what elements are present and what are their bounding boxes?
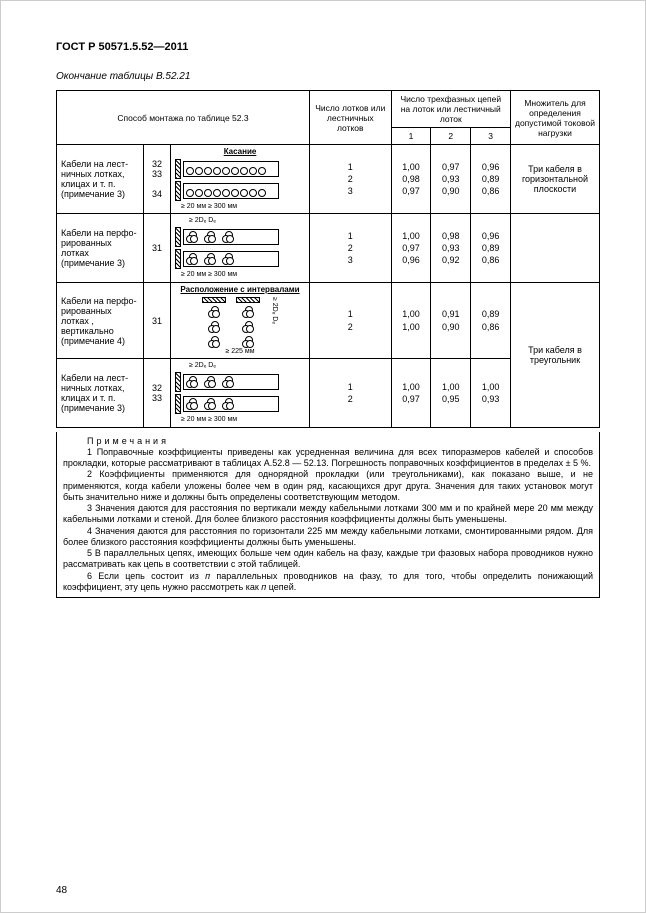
th-trays: Число лотков или лестничных лотков xyxy=(310,91,392,145)
diagram-dims: ≥ 20 мм ≥ 300 мм xyxy=(175,416,305,424)
note-1: 1 Поправочные коэффициенты приведены как… xyxy=(63,447,593,470)
tray-nums: 1 2 xyxy=(310,359,392,427)
th-1: 1 xyxy=(391,128,431,145)
page: ГОСТ Р 50571.5.52—2011 Окончание таблицы… xyxy=(0,0,646,913)
row-right: Три кабеля в горизонтальной плоскости xyxy=(511,145,600,214)
th-method: Способ монтажа по таблице 52.3 xyxy=(57,91,310,145)
main-table: Способ монтажа по таблице 52.3 Число лот… xyxy=(56,90,600,428)
diagram-dims: ≥ 20 мм ≥ 300 мм xyxy=(175,271,305,279)
vals-3: 0,96 0,89 0,86 xyxy=(471,214,511,282)
note-6: 6 Если цепь состоит из п параллельных пр… xyxy=(63,571,593,594)
th-circuits: Число трехфазных цепей на лоток или лест… xyxy=(391,91,510,128)
vals-2: 0,91 0,90 xyxy=(431,282,471,358)
code: 32 xyxy=(152,383,162,393)
note-4: 4 Значения даются для расстояния по гори… xyxy=(63,526,593,549)
note-3: 3 Значения даются для расстояния по верт… xyxy=(63,503,593,526)
tray-nums: 1 2 xyxy=(310,282,392,358)
diagram-title: Расположение с интервалами xyxy=(175,286,305,295)
diagram-cell: Касание ≥ 20 мм ≥ 300 мм xyxy=(171,145,310,214)
diagram-cell: ≥ 2Dₑ Dₑ ≥ 20 мм ≥ 300 мм xyxy=(171,359,310,427)
note-5: 5 В параллельных цепях, имеющих больше ч… xyxy=(63,548,593,571)
doc-header: ГОСТ Р 50571.5.52—2011 xyxy=(56,41,600,53)
header-row-1: Способ монтажа по таблице 52.3 Число лот… xyxy=(57,91,600,128)
code: 33 xyxy=(152,393,162,403)
vals-2: 0,97 0,93 0,90 xyxy=(431,145,471,214)
row-right: Три кабеля в треугольник xyxy=(511,282,600,427)
code: 31 xyxy=(144,282,171,358)
diagram-cell: ≥ 2Dₑ Dₑ ≥ 20 мм ≥ 300 мм xyxy=(171,214,310,282)
diagram-cell: Расположение с интервалами xyxy=(171,282,310,358)
vals-2: 0,98 0,93 0,92 xyxy=(431,214,471,282)
diagram-dims: ≥ 20 мм ≥ 300 мм xyxy=(175,203,305,211)
top-dims: ≥ 2Dₑ Dₑ xyxy=(175,217,305,225)
table-row: Кабели на лест­ничных лотках, клицах и т… xyxy=(57,145,600,214)
table-caption: Окончание таблицы В.52.21 xyxy=(56,71,600,82)
code: 32 xyxy=(152,159,162,169)
row-desc: Кабели на лест­ничных лотках, клицах и т… xyxy=(57,359,144,427)
vals-1: 1,00 1,00 xyxy=(391,282,431,358)
notes-block: Примечания 1 Поправочные коэффициенты пр… xyxy=(56,432,600,599)
vals-1: 1,00 0,98 0,97 xyxy=(391,145,431,214)
row-right xyxy=(511,214,600,282)
note-2: 2 Коэффициенты применяются для однорядно… xyxy=(63,469,593,503)
tray-nums: 1 2 3 xyxy=(310,145,392,214)
row-desc: Кабели на перфо­рированных лотках , верт… xyxy=(57,282,144,358)
code: 31 xyxy=(144,214,171,282)
vals-1: 1,00 0,97 xyxy=(391,359,431,427)
page-number: 48 xyxy=(56,885,67,896)
top-dims: ≥ 225 мм xyxy=(175,348,305,356)
notes-title: Примечания xyxy=(87,436,169,446)
code: 34 xyxy=(152,189,162,199)
th-multiplier: Множитель для определения допустимой ток… xyxy=(511,91,600,145)
table-row: Кабели на перфо­рированных лотках (приме… xyxy=(57,214,600,282)
vals-1: 1,00 0,97 0,96 xyxy=(391,214,431,282)
row-desc: Кабели на перфо­рированных лотках (приме… xyxy=(57,214,144,282)
top-dims: ≥ 2Dₑ Dₑ xyxy=(175,362,305,370)
side-dims: ≥ 2Dₑ Dₑ xyxy=(270,297,278,324)
vals-2: 1,00 0,95 xyxy=(431,359,471,427)
tray-nums: 1 2 3 xyxy=(310,214,392,282)
table-row: Кабели на перфо­рированных лотках , верт… xyxy=(57,282,600,358)
vals-3: 1,00 0,93 xyxy=(471,359,511,427)
code: 33 xyxy=(152,169,162,179)
th-2: 2 xyxy=(431,128,471,145)
th-3: 3 xyxy=(471,128,511,145)
vals-3: 0,89 0,86 xyxy=(471,282,511,358)
diagram-title: Касание xyxy=(175,148,305,157)
row-desc: Кабели на лест­ничных лотках, клицах и т… xyxy=(57,145,144,214)
vals-3: 0,96 0,89 0,86 xyxy=(471,145,511,214)
